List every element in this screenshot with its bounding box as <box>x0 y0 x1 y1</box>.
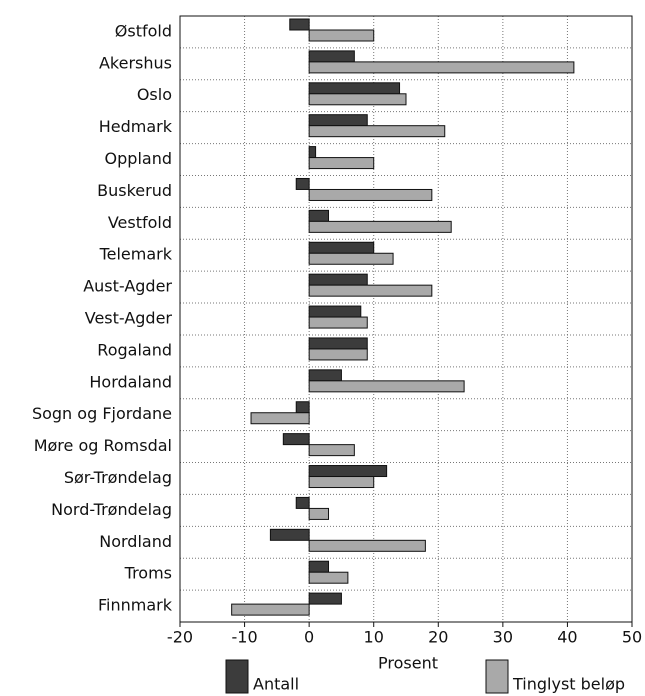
bar <box>308 305 362 318</box>
bar <box>295 496 310 509</box>
bar <box>308 220 452 233</box>
legend-label: Tinglyst beløp <box>512 675 625 694</box>
bar <box>308 82 401 95</box>
bar <box>308 252 394 265</box>
y-tick-label: Finnmark <box>98 596 173 615</box>
bar <box>295 401 310 414</box>
bar <box>269 528 310 541</box>
x-tick-label: 40 <box>557 628 577 647</box>
y-tick-label: Akershus <box>99 53 172 72</box>
x-tick-label: 20 <box>428 628 448 647</box>
y-tick-label: Sør-Trøndelag <box>64 468 172 487</box>
y-tick-label: Vestfold <box>108 213 172 232</box>
bar <box>308 316 368 329</box>
bar <box>308 284 433 297</box>
bar <box>308 241 375 254</box>
bar <box>308 114 368 127</box>
bar <box>289 18 310 31</box>
bar <box>308 146 317 159</box>
bar <box>308 571 349 584</box>
bar <box>308 125 446 138</box>
y-tick-label: Hedmark <box>99 117 173 136</box>
x-tick-label: 50 <box>622 628 642 647</box>
x-tick-label: 10 <box>364 628 384 647</box>
bar <box>308 539 426 552</box>
bar <box>308 50 355 63</box>
bar <box>308 29 375 42</box>
bar <box>308 157 375 170</box>
bar <box>282 433 310 446</box>
y-tick-label: Østfold <box>115 21 172 40</box>
bar <box>308 560 330 573</box>
bar <box>308 188 433 201</box>
bar <box>308 507 330 520</box>
bar <box>308 61 575 74</box>
legend-swatch <box>225 659 249 694</box>
legend-label: Antall <box>253 675 299 694</box>
bar <box>308 476 375 489</box>
x-tick-label: -20 <box>167 628 193 647</box>
bar <box>308 209 330 222</box>
x-tick-label: -10 <box>232 628 258 647</box>
bar <box>231 603 310 616</box>
bar <box>308 592 342 605</box>
x-tick-label: 0 <box>304 628 314 647</box>
y-tick-label: Troms <box>124 564 172 583</box>
x-tick-label: 30 <box>493 628 513 647</box>
y-tick-label: Sogn og Fjordane <box>32 404 172 423</box>
x-axis-label: Prosent <box>378 654 438 673</box>
bar <box>308 93 407 106</box>
bar <box>308 369 342 382</box>
y-tick-label: Møre og Romsdal <box>34 436 172 455</box>
y-tick-label: Aust-Agder <box>83 277 172 296</box>
bar <box>308 380 465 393</box>
bar <box>295 177 310 190</box>
y-tick-label: Oppland <box>105 149 172 168</box>
bar <box>308 465 388 478</box>
y-tick-label: Nordland <box>99 532 172 551</box>
bar <box>308 273 368 286</box>
y-tick-label: Hordaland <box>89 372 172 391</box>
y-tick-label: Rogaland <box>97 340 172 359</box>
bar <box>250 412 310 425</box>
y-tick-label: Nord-Trøndelag <box>51 500 172 519</box>
y-tick-label: Buskerud <box>97 181 172 200</box>
bar <box>308 337 368 350</box>
y-tick-label: Oslo <box>137 85 172 104</box>
y-tick-label: Vest-Agder <box>85 309 173 328</box>
y-tick-label: Telemark <box>99 245 173 264</box>
bar <box>308 348 368 361</box>
legend-swatch <box>485 659 509 694</box>
plot-frame <box>179 15 633 623</box>
bar <box>308 444 355 457</box>
